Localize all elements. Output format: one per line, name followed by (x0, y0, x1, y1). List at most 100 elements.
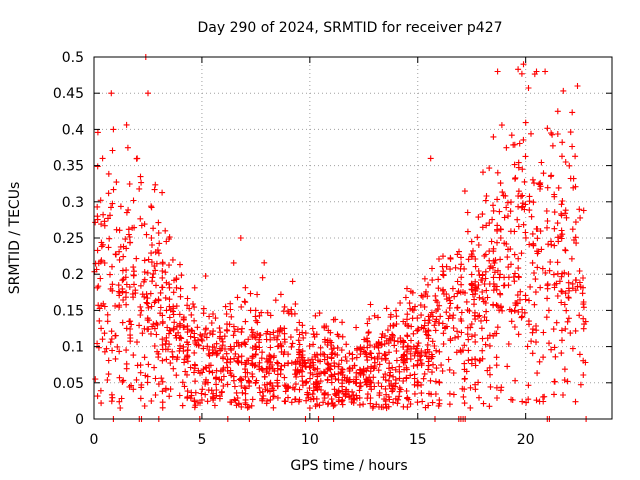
data-point (181, 383, 188, 390)
data-point (432, 318, 439, 325)
data-point (254, 291, 261, 298)
data-point (580, 207, 587, 214)
data-point (220, 354, 226, 361)
data-point (531, 270, 537, 276)
data-point (166, 327, 173, 334)
data-point (374, 354, 381, 361)
data-point (153, 331, 160, 338)
data-point (484, 294, 491, 301)
data-point (339, 371, 346, 378)
data-point (560, 87, 567, 94)
data-point (450, 370, 457, 376)
data-point (357, 370, 364, 377)
data-point (440, 330, 447, 337)
data-point (184, 329, 191, 336)
data-point (486, 403, 493, 410)
data-point (523, 399, 530, 406)
data-point (97, 258, 104, 265)
data-point (272, 297, 279, 304)
data-point (147, 290, 154, 297)
data-point (559, 337, 565, 344)
data-point (508, 199, 514, 206)
data-point (522, 153, 529, 160)
data-point (351, 396, 358, 403)
data-point (131, 281, 137, 288)
data-point (148, 203, 155, 210)
data-point (100, 300, 107, 307)
data-point (425, 335, 432, 342)
data-point (137, 312, 144, 318)
data-point (452, 334, 458, 341)
data-point (508, 132, 515, 139)
data-point (249, 332, 256, 339)
data-point (521, 206, 528, 213)
data-point (190, 301, 196, 307)
data-point (94, 247, 101, 254)
data-point (314, 401, 321, 408)
data-point (125, 206, 132, 213)
data-point (267, 353, 274, 360)
data-point (445, 356, 452, 363)
data-point (235, 401, 242, 408)
data-point (130, 272, 137, 279)
data-point (468, 333, 475, 340)
data-point (468, 280, 475, 287)
data-point (490, 301, 497, 308)
data-point (467, 404, 474, 411)
data-point (245, 336, 252, 343)
data-point (176, 392, 183, 399)
data-point (479, 211, 486, 218)
data-point (137, 282, 144, 289)
data-point (206, 347, 213, 353)
data-point (400, 353, 407, 360)
data-point (569, 143, 576, 150)
data-point (468, 271, 475, 278)
data-point (343, 341, 350, 348)
data-point (242, 401, 249, 408)
data-point (218, 389, 225, 396)
data-point (433, 308, 440, 314)
data-point (300, 334, 307, 341)
data-point (258, 365, 265, 372)
data-point (574, 83, 581, 89)
data-point (528, 338, 535, 345)
data-point (249, 362, 256, 369)
data-point (558, 299, 565, 306)
data-point (198, 336, 205, 343)
data-point (544, 184, 551, 191)
data-point (496, 208, 503, 215)
data-point (429, 353, 436, 360)
data-point (512, 270, 518, 277)
data-point (442, 324, 449, 331)
data-point (548, 241, 555, 248)
gridlines (94, 57, 612, 419)
data-point (234, 395, 241, 401)
data-point (243, 361, 249, 368)
data-point (151, 263, 158, 270)
data-point (463, 368, 470, 375)
data-point (285, 394, 291, 401)
data-point (216, 325, 223, 332)
data-point (209, 343, 216, 350)
data-point (427, 377, 434, 384)
data-point (245, 377, 252, 384)
data-point (137, 173, 144, 180)
data-point (493, 354, 500, 361)
data-point (197, 331, 204, 338)
data-point (184, 388, 191, 395)
data-point (305, 357, 312, 364)
data-point (432, 297, 439, 304)
data-point (163, 238, 170, 245)
data-point (289, 340, 296, 347)
data-point (162, 227, 169, 234)
data-point (334, 344, 341, 351)
data-point (363, 353, 370, 360)
data-point (346, 364, 353, 371)
data-point (516, 140, 523, 147)
data-point (188, 392, 195, 399)
data-point (116, 374, 123, 381)
data-point (210, 390, 217, 397)
data-point (227, 300, 234, 307)
data-point (439, 368, 446, 374)
data-point (458, 254, 464, 261)
